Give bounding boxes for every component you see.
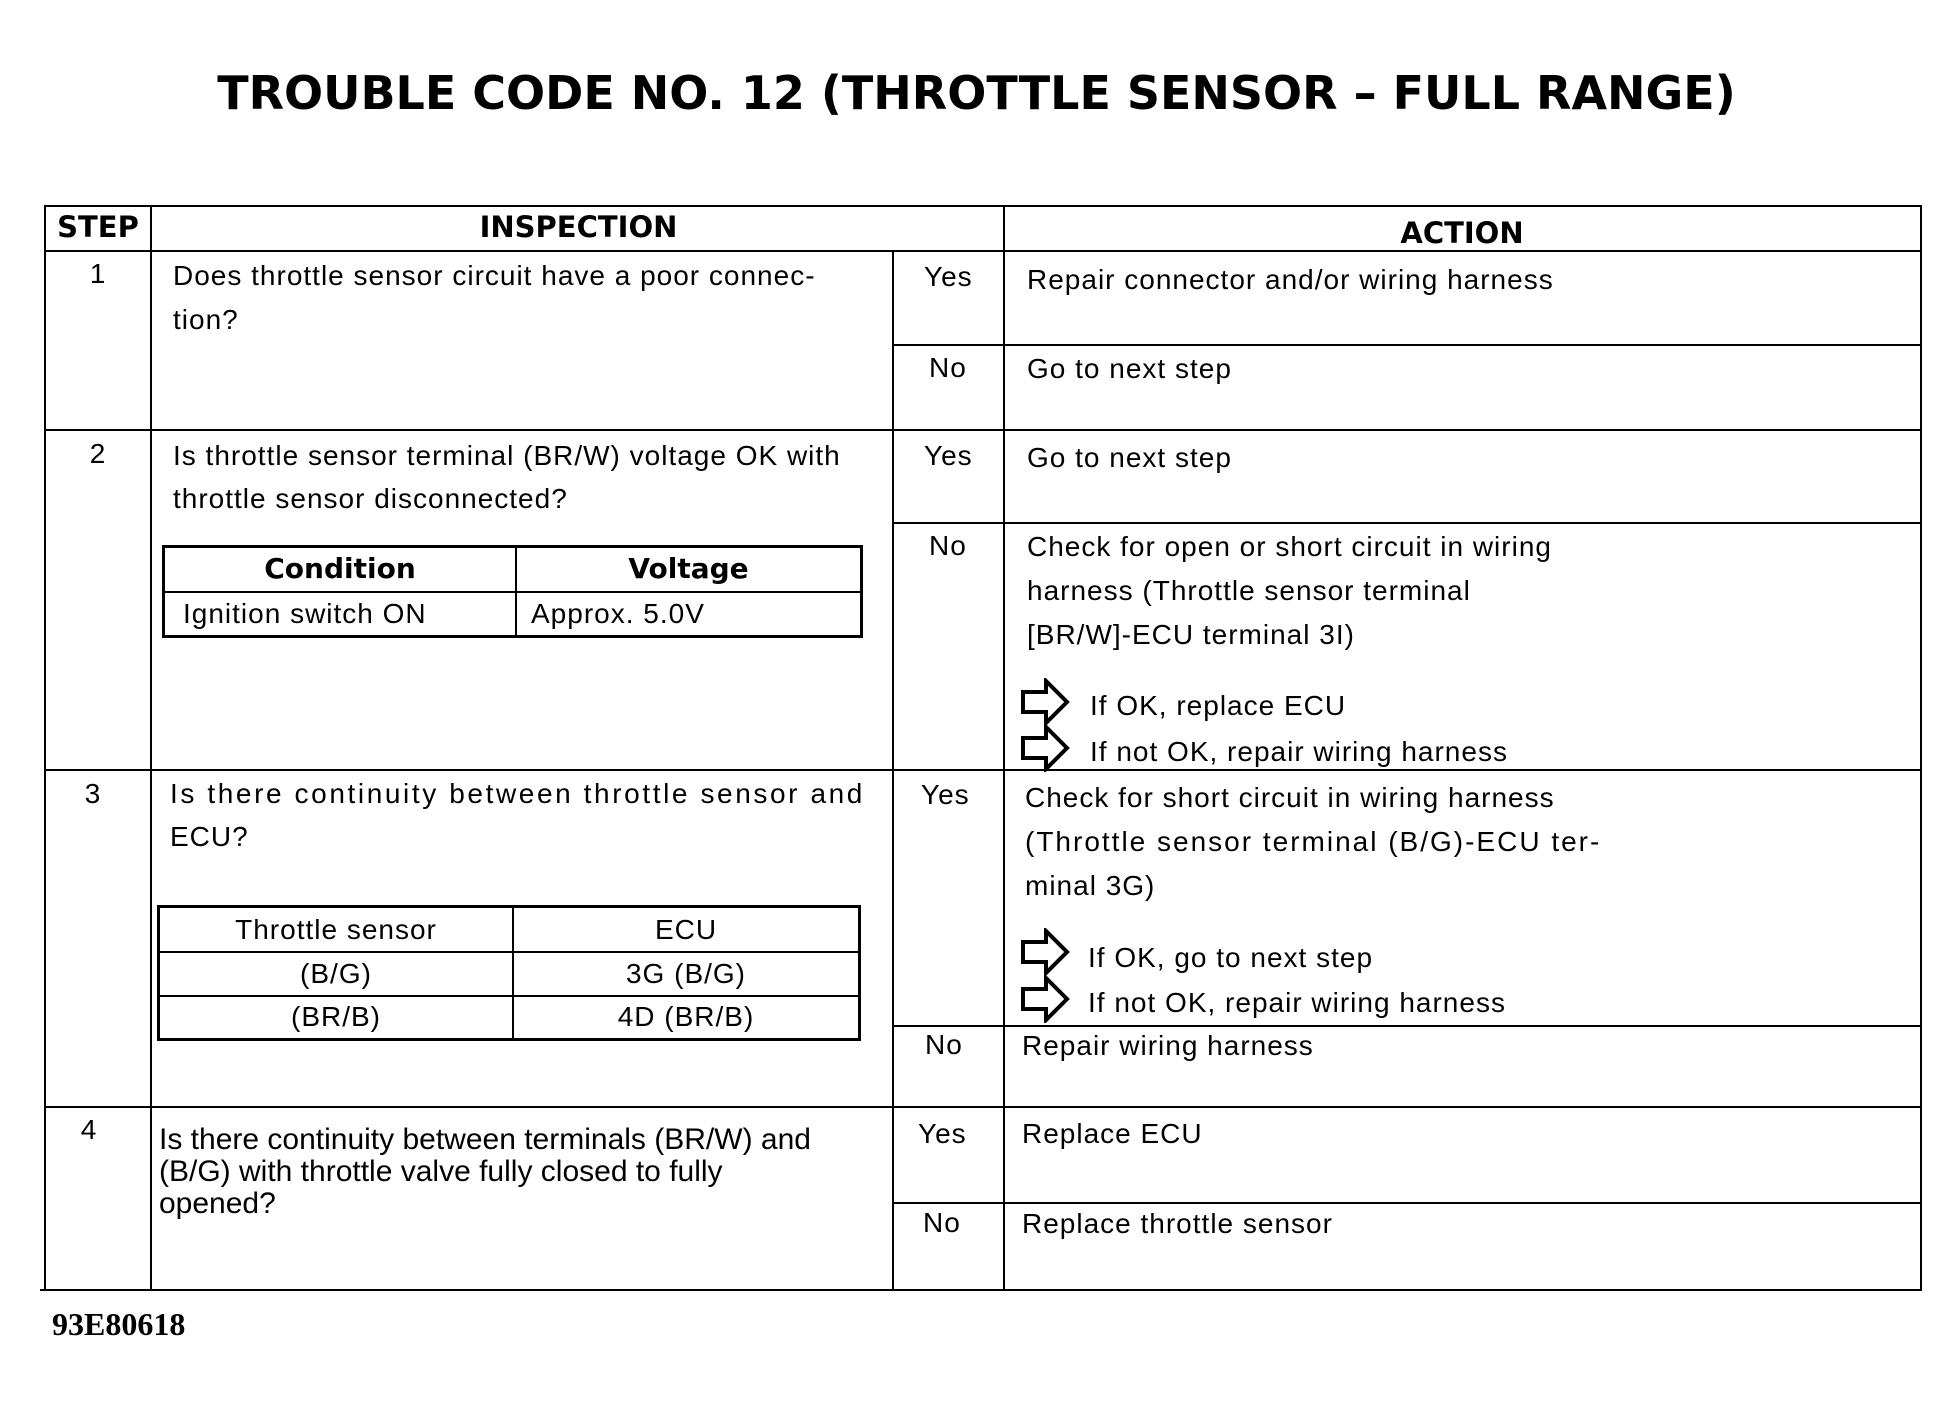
divider (892, 250, 894, 1291)
page-title: TROUBLE CODE NO. 12 (THROTTLE SENSOR – F… (217, 66, 1736, 120)
divider (40, 1289, 1921, 1291)
header-action: ACTION (1400, 216, 1524, 250)
voltage-table: Condition Voltage Ignition switch ON App… (162, 545, 863, 638)
yes-label: Yes (921, 779, 970, 810)
yes-label: Yes (924, 440, 973, 471)
divider (150, 205, 152, 1291)
figure-code: 93E80618 (52, 1306, 186, 1342)
divider (893, 522, 1921, 524)
no-label: No (929, 530, 967, 561)
outline-arrow-right-icon (1021, 928, 1070, 976)
action-line: Replace throttle sensor (1022, 1208, 1333, 1239)
subtable-cell: (B/G) (300, 958, 372, 989)
header-step: STEP (57, 210, 139, 244)
divider (45, 429, 1921, 431)
action-line: (Throttle sensor terminal (B/G)-ECU ter- (1025, 826, 1602, 857)
action-line: Check for open or short circuit in wirin… (1027, 531, 1552, 562)
subtable-header: ECU (654, 914, 718, 945)
result-line: If not OK, repair wiring harness (1088, 987, 1506, 1018)
subtable-header: Voltage (628, 552, 749, 585)
continuity-table: Throttle sensor ECU (B/G) 3G (B/G) (BR/B… (157, 905, 861, 1041)
divider (45, 205, 1921, 207)
inspection-line: throttle sensor disconnected? (173, 483, 568, 514)
subtable-cell: Ignition switch ON (183, 598, 427, 629)
subtable-header: Condition (264, 552, 416, 585)
no-label: No (923, 1207, 961, 1238)
divider (1003, 205, 1005, 1291)
action-line: [BR/W]-ECU terminal 3I) (1027, 619, 1355, 650)
step-number: 2 (89, 438, 107, 469)
outline-arrow-right-icon (1021, 975, 1070, 1023)
divider (893, 344, 1921, 346)
inspection-line: opened? (159, 1187, 276, 1220)
outline-arrow-right-icon (1021, 724, 1070, 772)
result-line: If not OK, repair wiring harness (1090, 736, 1508, 767)
action-line: minal 3G) (1025, 870, 1156, 901)
inspection-line: ECU? (170, 821, 249, 852)
inspection-text: Is there continuity between terminals (B… (159, 1124, 811, 1220)
divider (45, 769, 1921, 771)
action-line: Repair wiring harness (1022, 1030, 1314, 1061)
divider (45, 1106, 1921, 1108)
divider (44, 205, 46, 1291)
subtable-cell: 3G (B/G) (625, 958, 746, 989)
subtable-cell: 4D (BR/B) (617, 1001, 755, 1032)
outline-arrow-right-icon (1021, 678, 1070, 726)
action-line: Check for short circuit in wiring harnes… (1025, 782, 1555, 813)
result-line: If OK, go to next step (1088, 942, 1374, 973)
subtable-cell: (BR/B) (291, 1001, 381, 1032)
step-number: 4 (80, 1114, 98, 1145)
subtable-cell: Approx. 5.0V (531, 598, 705, 629)
action-line: Repair connector and/or wiring harness (1027, 264, 1554, 295)
yes-label: Yes (924, 261, 973, 292)
result-line: If OK, replace ECU (1090, 690, 1347, 721)
inspection-line: Is throttle sensor terminal (BR/W) volta… (173, 440, 841, 471)
divider (893, 1025, 1921, 1027)
subtable-header: Throttle sensor (235, 914, 437, 945)
inspection-line: Is there continuity between throttle sen… (170, 778, 865, 809)
no-label: No (925, 1029, 963, 1060)
inspection-line: tion? (173, 304, 239, 335)
action-line: Go to next step (1027, 353, 1232, 384)
action-line: Replace ECU (1022, 1118, 1203, 1149)
action-line: Go to next step (1027, 442, 1232, 473)
inspection-line: Does throttle sensor circuit have a poor… (173, 260, 816, 291)
inspection-line: Is there continuity between terminals (B… (159, 1123, 811, 1156)
divider (893, 1202, 1921, 1204)
no-label: No (929, 352, 967, 383)
action-line: harness (Throttle sensor terminal (1027, 575, 1471, 606)
divider (45, 250, 1921, 252)
yes-label: Yes (918, 1118, 967, 1149)
inspection-line: (B/G) with throttle valve fully closed t… (159, 1155, 723, 1188)
header-inspection: INSPECTION (479, 210, 678, 244)
step-number: 3 (84, 778, 102, 809)
step-number: 1 (89, 258, 107, 289)
divider (1920, 205, 1922, 1291)
